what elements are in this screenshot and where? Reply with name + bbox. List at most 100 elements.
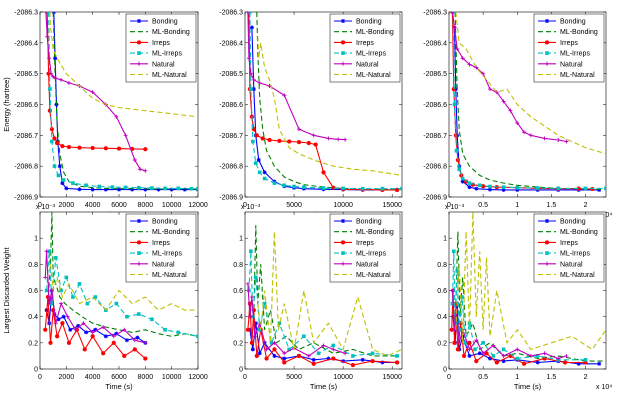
data-point: [480, 184, 486, 189]
y-tick-label: -2086.9: [423, 195, 447, 202]
data-point: [66, 144, 72, 150]
legend-marker: [341, 19, 345, 23]
data-point: [501, 347, 506, 352]
data-point: [457, 327, 462, 332]
series-ml-bonding: [47, 212, 198, 337]
data-point: [248, 12, 252, 14]
data-point: [51, 74, 56, 79]
legend-label: ML-Irreps: [152, 51, 182, 58]
data-point: [136, 312, 141, 316]
data-point: [249, 340, 255, 345]
y-tick-label: -2086.9: [14, 195, 38, 202]
series-line-ml-natural: [257, 36, 402, 176]
legend-box: [329, 213, 401, 283]
legend-label: ML-Bonding: [560, 229, 598, 236]
legend-marker: [545, 51, 549, 55]
data-point: [370, 359, 375, 364]
data-point: [84, 183, 88, 188]
data-point: [360, 186, 365, 191]
legend-label: ML-Irreps: [560, 251, 590, 258]
data-point: [522, 130, 527, 135]
legend-label: Irreps: [356, 240, 374, 247]
x-axis-label: Time (s): [310, 382, 338, 391]
data-point: [59, 288, 63, 293]
data-point: [282, 356, 287, 361]
legend-label: ML-Bonding: [356, 29, 394, 36]
data-point: [302, 334, 306, 339]
data-point: [451, 12, 455, 14]
data-point: [487, 187, 492, 192]
data-point: [257, 170, 262, 175]
legend-marker: [137, 261, 141, 266]
data-point: [474, 338, 479, 343]
series-ml-natural: [257, 36, 402, 176]
data-point: [245, 327, 251, 332]
data-point: [47, 301, 52, 306]
x-axis-label: Time (s): [514, 382, 542, 391]
data-point: [251, 87, 256, 92]
data-point: [463, 341, 468, 345]
legend-box: [329, 13, 401, 83]
data-point: [143, 340, 148, 345]
data-point: [182, 187, 187, 192]
legend-marker: [137, 251, 141, 255]
legend-marker: [340, 240, 346, 245]
data-point: [326, 356, 331, 361]
data-point: [44, 249, 49, 254]
data-point: [501, 353, 506, 358]
data-point: [44, 288, 49, 293]
y-tick-label: -2086.6: [14, 102, 38, 109]
data-point: [501, 99, 506, 104]
data-point: [61, 178, 66, 182]
data-point: [477, 351, 482, 356]
x-tick-label: 0: [447, 374, 451, 381]
data-point: [542, 351, 547, 356]
data-point: [59, 301, 64, 306]
data-point: [54, 140, 60, 146]
data-point: [117, 187, 121, 192]
legend-label: Bonding: [560, 219, 586, 226]
series-ml-irreps: [44, 249, 198, 339]
legend: Bonding ML-Bonding Irreps ML-Irreps Natural M…: [329, 13, 401, 83]
x-tick-label: 6000: [111, 374, 127, 381]
data-point: [264, 356, 269, 361]
legend-marker: [137, 51, 141, 55]
data-point: [176, 186, 181, 191]
legend-marker: [136, 240, 142, 245]
data-point: [395, 354, 399, 358]
data-point: [311, 357, 316, 362]
y-tick-label: -2086.4: [219, 40, 243, 47]
chart-panel-energy-b: 0 5000 10000 15000 -2086.9 -2086.8 -2086.7 -208…: [219, 10, 403, 219]
x-tick-label: 10000: [333, 374, 353, 381]
data-point: [77, 145, 82, 150]
x-tick-label: 0: [243, 374, 247, 381]
data-point: [583, 358, 588, 362]
data-point: [331, 347, 336, 352]
data-point: [455, 347, 461, 352]
data-point: [114, 114, 119, 119]
data-point: [360, 357, 365, 362]
data-point: [46, 12, 51, 14]
x-tick-label: 2: [584, 374, 588, 381]
plot-area: [43, 12, 198, 192]
data-point: [253, 275, 258, 280]
series-ml-natural: [49, 264, 198, 311]
data-point: [282, 351, 287, 356]
data-point: [487, 87, 492, 92]
data-point: [249, 295, 254, 300]
data-point: [57, 164, 62, 169]
data-point: [501, 359, 506, 364]
y-tick-label: -2086.4: [14, 40, 38, 47]
y-tick-label: 1: [34, 236, 38, 243]
y-tick-label: -2086.8: [219, 164, 243, 171]
data-point: [515, 121, 520, 125]
data-point: [73, 327, 78, 332]
legend-marker: [341, 251, 345, 255]
x-tick-label: 5000: [286, 202, 302, 209]
data-point: [103, 146, 108, 151]
x-tick-label: 0: [447, 202, 451, 209]
data-point: [370, 351, 375, 356]
data-point: [351, 354, 355, 358]
data-point: [77, 187, 82, 192]
y-tick-label: 0.4: [437, 314, 447, 321]
